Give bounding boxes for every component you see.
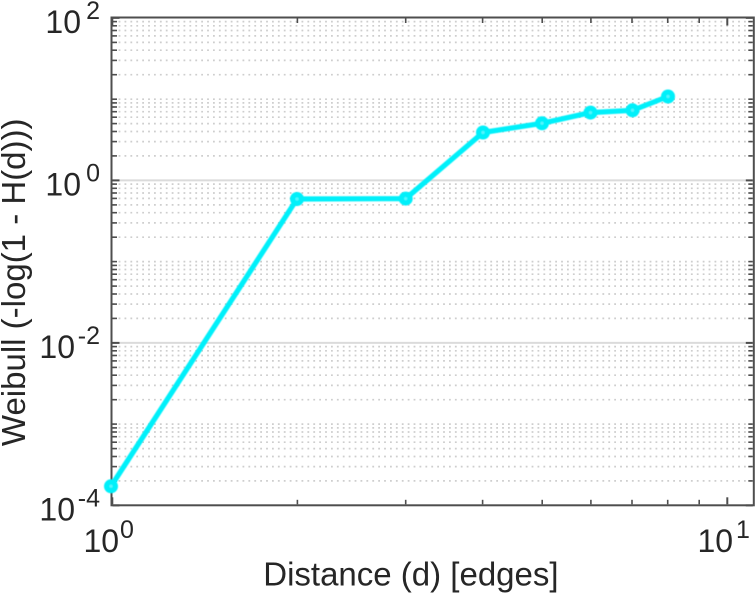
svg-text:2: 2 [86,0,100,25]
svg-text:1: 1 [736,516,750,544]
svg-text:10: 10 [698,523,734,559]
svg-text:10: 10 [45,166,81,202]
svg-text:10: 10 [84,523,120,559]
svg-text:0: 0 [86,159,100,187]
svg-text:10: 10 [39,491,75,527]
svg-text:10: 10 [45,4,81,40]
svg-text:0: 0 [120,516,134,544]
svg-text:-2: -2 [78,322,100,350]
svg-text:Weibull (-log(1 - H(d))): Weibull (-log(1 - H(d))) [0,118,32,446]
svg-text:Distance (d) [edges]: Distance (d) [edges] [263,556,558,593]
svg-text:-4: -4 [78,484,100,512]
svg-text:10: 10 [39,329,75,365]
